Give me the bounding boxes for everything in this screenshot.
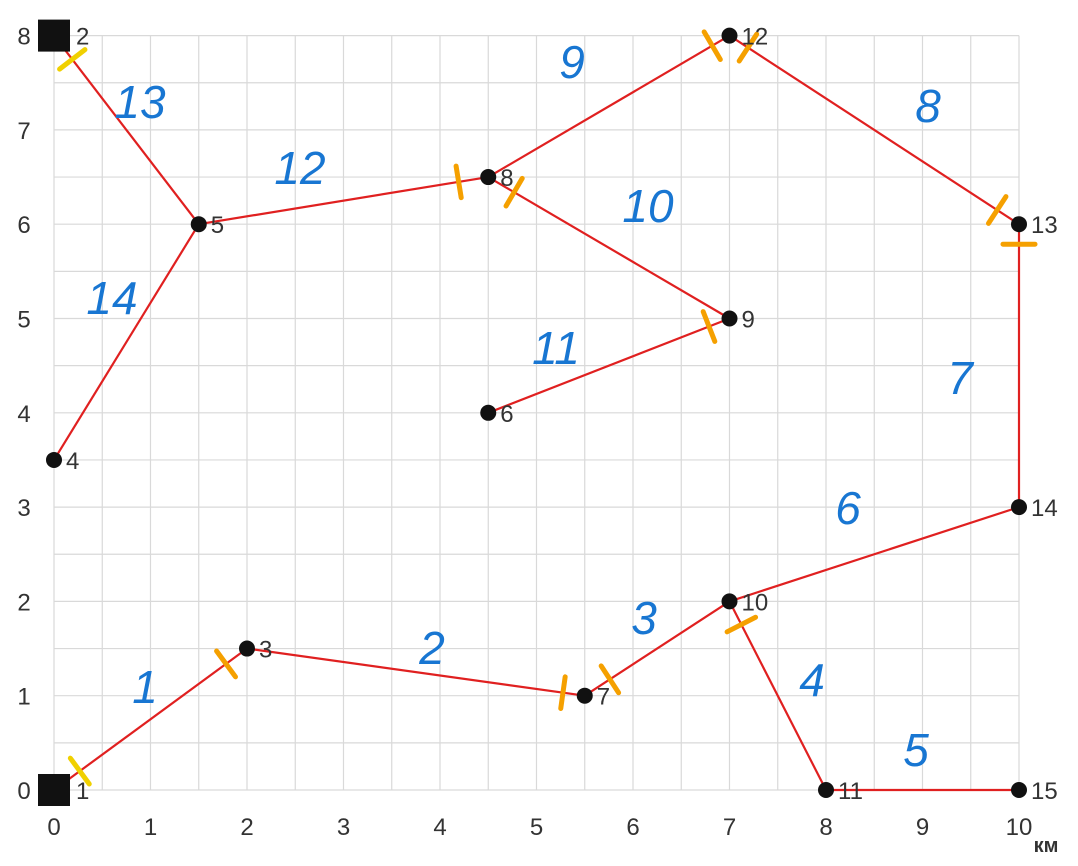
hash-mark <box>453 163 464 201</box>
node-2-square <box>38 19 70 52</box>
hash-mark <box>57 47 88 72</box>
node-label-2: 2 <box>76 24 89 51</box>
edge-label-7: 7 <box>947 352 974 404</box>
node-4-dot <box>46 451 62 468</box>
edge-label-1: 1 <box>132 661 158 713</box>
hash-mark <box>214 648 238 680</box>
y-tick-label: 2 <box>17 589 30 616</box>
edge-2 <box>246 647 585 697</box>
node-9-dot <box>721 310 738 327</box>
tick-marks <box>57 29 1038 787</box>
y-tick-label: 0 <box>17 778 30 805</box>
node-label-10: 10 <box>742 589 769 616</box>
y-tick-label: 7 <box>17 118 30 145</box>
edge-label-4: 4 <box>799 654 825 706</box>
grid <box>53 34 1020 791</box>
edge-label-2: 2 <box>418 622 445 674</box>
node-7-dot <box>576 687 593 704</box>
edge-11 <box>487 317 730 414</box>
edge-label-13: 13 <box>114 76 166 128</box>
edge-4 <box>728 600 827 791</box>
edge-label-6: 6 <box>835 482 861 534</box>
edge-10 <box>487 176 731 320</box>
hash-mark <box>736 31 760 64</box>
y-tick-label: 3 <box>17 495 30 522</box>
edge-1 <box>53 647 248 791</box>
hash-mark <box>724 614 759 635</box>
x-tick-label: 2 <box>240 814 253 841</box>
node-12-dot <box>721 27 738 44</box>
node-label-3: 3 <box>259 637 272 664</box>
hash-mark <box>598 663 622 696</box>
hash-mark <box>503 175 525 209</box>
edges <box>53 34 1021 792</box>
x-tick-label: 4 <box>433 814 446 841</box>
node-15-dot <box>1011 782 1027 798</box>
edge-label-9: 9 <box>559 36 585 88</box>
edge-label-10: 10 <box>622 180 674 232</box>
x-axis-unit: км <box>1034 835 1059 857</box>
node-3-dot <box>239 640 255 657</box>
edge-label-8: 8 <box>915 80 941 132</box>
edge-9 <box>487 34 731 178</box>
node-6-dot <box>480 404 497 421</box>
edge-label-14: 14 <box>86 272 137 324</box>
y-tick-label: 5 <box>17 307 30 334</box>
x-tick-label: 1 <box>144 814 157 841</box>
x-tick-label: 7 <box>723 814 736 841</box>
node-14-dot <box>1011 499 1027 516</box>
node-label-7: 7 <box>597 684 610 711</box>
nodes <box>38 19 1027 806</box>
node-label-5: 5 <box>211 212 224 239</box>
node-label-8: 8 <box>500 165 513 192</box>
edge-8 <box>728 34 1020 226</box>
node-label-15: 15 <box>1031 778 1058 805</box>
edge-label-11: 11 <box>532 322 580 374</box>
node-10-dot <box>721 593 738 610</box>
node-label-12: 12 <box>742 24 769 51</box>
edge-14 <box>53 223 200 461</box>
x-tick-label: 3 <box>337 814 350 841</box>
x-tick-label: 6 <box>626 814 639 841</box>
x-tick-label: 9 <box>916 814 929 841</box>
node-13-dot <box>1011 216 1027 233</box>
x-tick-label: 5 <box>530 814 543 841</box>
y-tick-label: 1 <box>17 684 30 711</box>
node-5-dot <box>190 216 207 233</box>
node-label-11: 11 <box>838 778 863 805</box>
node-label-4: 4 <box>66 448 79 475</box>
node-8-dot <box>480 169 497 186</box>
node-label-6: 6 <box>500 401 513 428</box>
x-tick-label: 10 <box>1006 814 1033 841</box>
x-tick-label: 8 <box>819 814 832 841</box>
node-11-dot <box>818 782 834 798</box>
y-tick-label: 8 <box>17 24 30 51</box>
hash-mark <box>558 674 568 712</box>
edge-6 <box>729 506 1020 603</box>
edge-12 <box>198 175 489 226</box>
edge-label-3: 3 <box>631 592 657 644</box>
edge-13 <box>53 34 200 225</box>
node-label-9: 9 <box>742 307 755 334</box>
node-1-square <box>38 774 70 806</box>
edge-label-5: 5 <box>903 724 929 776</box>
hash-mark <box>700 309 718 344</box>
node-label-13: 13 <box>1031 212 1058 239</box>
node-label-14: 14 <box>1031 495 1058 522</box>
x-tick-label: 0 <box>47 814 60 841</box>
y-tick-label: 6 <box>17 212 30 239</box>
node-label-1: 1 <box>76 778 89 805</box>
hash-mark <box>701 29 723 63</box>
edge-label-12: 12 <box>274 142 325 194</box>
hash-mark <box>67 755 92 787</box>
hash-mark <box>985 194 1009 226</box>
y-tick-label: 4 <box>17 401 30 428</box>
